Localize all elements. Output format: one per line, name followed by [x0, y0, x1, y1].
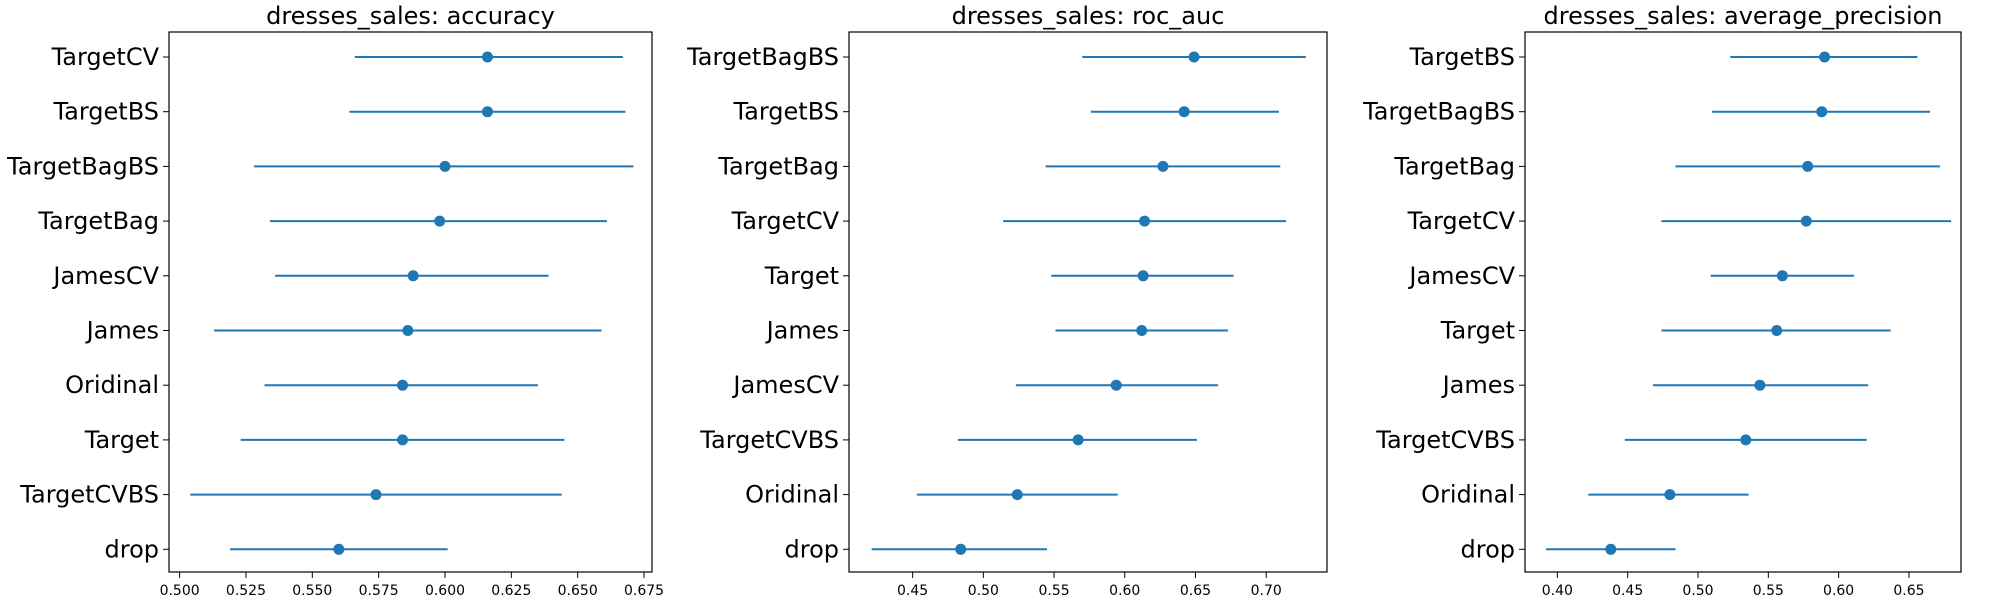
- panel-1-xtick-label: 0.625: [491, 583, 531, 599]
- panel-2-category-label: JamesCV: [731, 371, 839, 399]
- panel-1-point: [481, 106, 493, 118]
- panel-2-xtick-label: 0.70: [1251, 583, 1282, 599]
- panel-3-point: [1664, 489, 1676, 501]
- panel-2-category-label: Oridinal: [745, 481, 839, 509]
- panel-3-category-label: James: [1441, 371, 1515, 399]
- panel-3-category-label: TargetBag: [1393, 152, 1515, 180]
- panel-3-point: [1754, 379, 1766, 391]
- panel-1-point: [397, 379, 409, 391]
- panel-1-xtick-label: 0.600: [425, 583, 465, 599]
- panel-2-point: [1110, 379, 1122, 391]
- panel-1-category-label: TargetBS: [52, 98, 159, 126]
- panel-2-category-label: James: [765, 317, 839, 345]
- panel-1-category-label: JamesCV: [51, 262, 159, 290]
- panel-1-category-label: TargetCVBS: [19, 481, 159, 509]
- panel-3-xtick-label: 0.60: [1823, 583, 1854, 599]
- panel-2-category-label: TargetCVBS: [699, 426, 839, 454]
- panel-1-title: dresses_sales: accuracy: [266, 2, 555, 30]
- panel-1-xtick-label: 0.650: [558, 583, 598, 599]
- panel-1-category-label: Oridinal: [65, 371, 159, 399]
- panel-1-xtick-label: 0.675: [624, 583, 664, 599]
- panel-1-point: [397, 434, 409, 446]
- panel-1-point: [407, 270, 419, 282]
- panel-2-category-label: Target: [764, 262, 839, 290]
- panel-2-axes-frame: [848, 31, 1328, 573]
- panel-3-category-label: TargetCVBS: [1375, 426, 1515, 454]
- panel-2-category-label: TargetCV: [731, 207, 840, 235]
- panel-2-xtick-label: 0.45: [897, 583, 928, 599]
- panel-3-xtick-label: 0.45: [1612, 583, 1643, 599]
- panel-2-point: [1139, 215, 1151, 227]
- panel-3-xtick-label: 0.50: [1682, 583, 1713, 599]
- panel-3-point: [1816, 106, 1828, 118]
- panel-3-category-label: Target: [1440, 317, 1515, 345]
- panel-3-point: [1605, 543, 1617, 555]
- panel-3-category-label: JamesCV: [1407, 262, 1515, 290]
- panel-2-xtick-label: 0.65: [1180, 583, 1211, 599]
- panel-2-title: dresses_sales: roc_auc: [952, 2, 1225, 30]
- panel-3-category-label: TargetCV: [1407, 207, 1516, 235]
- panel-1-point: [439, 160, 451, 172]
- panel-3-point: [1771, 325, 1783, 336]
- panel-2-point: [1157, 160, 1169, 172]
- panel-3-axes-frame: [1524, 31, 1962, 573]
- panel-3-title: dresses_sales: average_precision: [1544, 2, 1943, 30]
- panel-1-category-label: TargetBagBS: [6, 152, 159, 180]
- panel-1-xtick-label: 0.575: [359, 583, 399, 599]
- panel-1-category-label: TargetCV: [51, 43, 160, 71]
- panel-2-point: [1178, 106, 1190, 118]
- panel-1-point: [333, 543, 345, 555]
- panel-2-point: [955, 543, 967, 555]
- panel-3-point: [1800, 215, 1812, 227]
- panel-3-xtick-label: 0.55: [1753, 583, 1784, 599]
- panel-3-point: [1802, 160, 1814, 172]
- panel-3-category-label: TargetBagBS: [1362, 98, 1515, 126]
- panel-3-xtick-label: 0.40: [1542, 583, 1573, 599]
- panel-2-category-label: TargetBS: [732, 98, 839, 126]
- panel-2-xtick-label: 0.60: [1109, 583, 1140, 599]
- panel-3-point: [1740, 434, 1752, 446]
- panel-1-category-label: James: [85, 317, 159, 345]
- panel-2-category-label: drop: [785, 535, 840, 563]
- panel-2-category-label: TargetBagBS: [686, 43, 839, 71]
- panel-3-xtick-label: 0.65: [1893, 583, 1924, 599]
- panel-1-category-label: drop: [105, 535, 160, 563]
- panel-1-point: [434, 215, 446, 227]
- panel-1-category-label: Target: [84, 426, 159, 454]
- panel-2-point: [1188, 51, 1200, 63]
- panel-1-point: [402, 325, 414, 336]
- panel-1-point: [370, 489, 382, 501]
- panel-2-xtick-label: 0.55: [1038, 583, 1069, 599]
- panel-2-point: [1011, 489, 1023, 501]
- panel-1-category-label: TargetBag: [37, 207, 159, 235]
- panel-2-point: [1136, 325, 1148, 336]
- panel-1-axes-frame: [168, 31, 653, 573]
- panel-3-point: [1776, 270, 1788, 282]
- panel-1-xtick-label: 0.500: [160, 583, 200, 599]
- panel-2-point: [1072, 434, 1084, 446]
- panel-2-category-label: TargetBag: [717, 152, 839, 180]
- panel-1-xtick-label: 0.550: [292, 583, 332, 599]
- panel-2-point: [1137, 270, 1149, 282]
- panel-1-point: [481, 51, 493, 63]
- panel-1-xtick-label: 0.525: [226, 583, 266, 599]
- panel-3-category-label: TargetBS: [1408, 43, 1515, 71]
- panel-3-point: [1819, 51, 1831, 63]
- panel-2-xtick-label: 0.50: [968, 583, 999, 599]
- panel-3-category-label: Oridinal: [1421, 481, 1515, 509]
- panel-3-category-label: drop: [1461, 535, 1516, 563]
